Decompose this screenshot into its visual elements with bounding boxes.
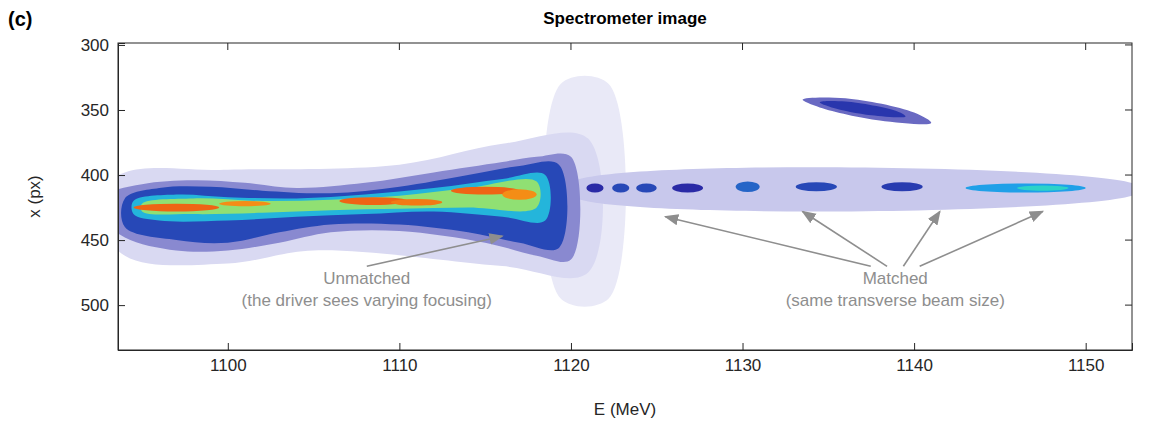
y-tick-label: 500 (81, 296, 109, 315)
y-tick-mark (118, 45, 125, 46)
x-tick-mark (571, 343, 572, 350)
beam-spot (796, 182, 837, 191)
intensity-contour (118, 153, 580, 262)
x-tick-mark-top (914, 43, 915, 50)
y-tick-mark-right (1125, 44, 1132, 45)
intensity-contour (803, 97, 932, 124)
y-tick-mark-right (1125, 240, 1132, 241)
y-tick-label: 350 (81, 101, 109, 120)
annotation-arrow (803, 211, 887, 266)
annotation-text: Matched (863, 269, 928, 288)
intensity-contour (568, 167, 1132, 211)
beam-spot (391, 199, 442, 206)
y-tick: 350 (81, 101, 125, 120)
plot-frame (118, 43, 1132, 350)
x-tick-label: 1130 (725, 356, 762, 375)
x-tick-mark-top (227, 43, 228, 50)
beam-spot (1017, 185, 1068, 190)
x-tick-label: 1150 (1068, 356, 1105, 375)
x-tick: 1120 (553, 343, 590, 375)
annotation-text: Unmatched (323, 269, 410, 288)
x-tick-mark (1086, 343, 1087, 350)
y-tick-label: 400 (81, 166, 109, 185)
y-tick-mark (118, 175, 125, 176)
x-tick-label: 1120 (553, 356, 590, 375)
x-tick-mark-top (399, 43, 400, 50)
x-axis-line (119, 343, 1133, 351)
y-tick: 450 (81, 231, 125, 250)
intensity-contour (118, 132, 603, 278)
beam-spot (502, 189, 536, 199)
x-tick: 1130 (725, 343, 762, 375)
x-tick-label: 1140 (896, 356, 933, 375)
beam-spot (882, 182, 923, 191)
intensity-contour (131, 173, 550, 223)
intensity-contour (820, 101, 906, 117)
beam-spot (636, 183, 657, 192)
y-tick-mark (118, 110, 125, 111)
x-tick-label: 1110 (382, 356, 417, 375)
x-tick-mark-top (570, 43, 571, 50)
x-tick: 1110 (382, 343, 417, 375)
x-tick-label: 1100 (210, 356, 247, 375)
y-axis-title: x (px) (25, 175, 44, 218)
y-tick: 500 (81, 296, 125, 315)
y-tick-mark-right (1125, 175, 1132, 176)
x-tick: 1100 (210, 343, 247, 375)
y-axis-line (119, 44, 126, 351)
annotation-arrow (920, 211, 1043, 266)
annotation-arrow (665, 217, 870, 267)
y-tick-mark (118, 240, 125, 241)
beam-spot (736, 182, 760, 192)
beam-spot (672, 183, 703, 192)
x-axis: 1100 1110 1120 1130 1140 1150 (119, 343, 1133, 375)
annotation-arrow (367, 236, 503, 266)
beam-spot (612, 183, 629, 192)
chart: 1100 1110 1120 1130 1140 1150 300 350 400 450 500 S… (0, 0, 1163, 433)
beam-spot (133, 204, 219, 212)
y-tick-mark (118, 305, 125, 306)
y-axis: 300 350 400 450 500 (81, 36, 125, 351)
y-tick-mark-right (1125, 305, 1132, 306)
x-tick-mark-top (742, 43, 743, 50)
title: Spectrometer image (543, 9, 706, 28)
y-tick-label: 450 (81, 231, 109, 250)
y-tick: 400 (81, 166, 125, 185)
annotation-text: (the driver sees varying focusing) (242, 291, 492, 310)
y-tick-label: 300 (81, 36, 109, 55)
beam-spot (586, 183, 603, 192)
x-tick-mark-top (1085, 43, 1086, 50)
annotation-arrow (903, 211, 939, 266)
x-tick-mark (399, 343, 400, 350)
x-tick: 1150 (1068, 343, 1105, 375)
beam-spot (966, 183, 1086, 192)
image-marks (118, 76, 1132, 307)
x-axis-title: E (MeV) (594, 400, 656, 419)
x-tick: 1140 (896, 343, 933, 375)
y-tick: 300 (81, 36, 125, 55)
y-tick-mark-right (1125, 109, 1132, 110)
x-tick-mark (228, 343, 229, 350)
x-tick-mark (743, 343, 744, 350)
x-tick-mark (914, 343, 915, 350)
beam-spot (219, 201, 270, 206)
panel-letter: (c) (8, 8, 32, 30)
annotation-text: (same transverse beam size) (786, 291, 1005, 310)
